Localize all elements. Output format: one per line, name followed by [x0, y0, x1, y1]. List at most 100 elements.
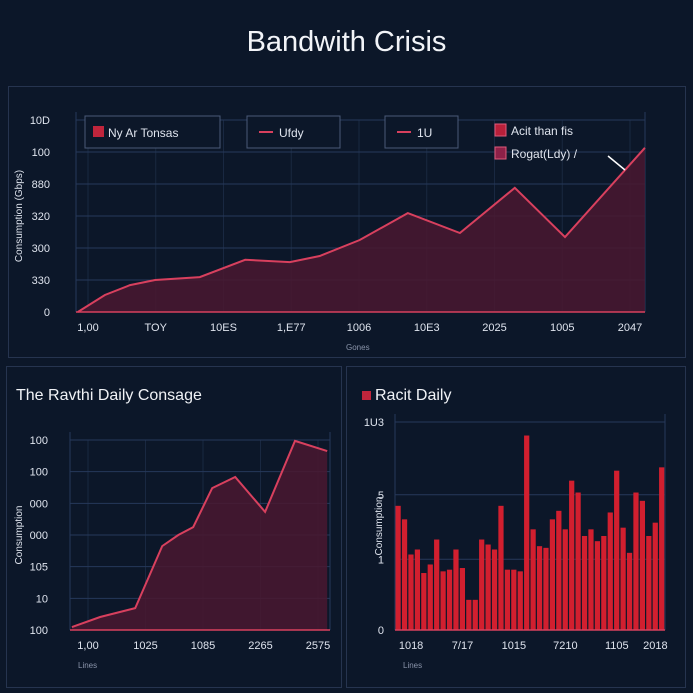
bar: [569, 480, 575, 630]
bar: [614, 470, 620, 630]
bar: [427, 564, 433, 630]
y-tick-label: 1: [378, 554, 384, 566]
x-tick-label: 2575: [306, 640, 330, 652]
x-axis-label: Lines: [78, 661, 97, 670]
legend-label: Acit than fis: [511, 124, 573, 138]
bottom-left-panel: [6, 366, 342, 688]
bar: [620, 527, 626, 630]
x-tick-label: 2265: [248, 640, 272, 652]
x-tick-label: 1025: [133, 640, 157, 652]
y-tick-label: 10: [36, 593, 48, 605]
bar: [446, 569, 453, 630]
bar: [434, 539, 440, 630]
bar: [607, 512, 613, 630]
x-axis-label: Lines: [403, 661, 422, 670]
x-tick-label: 1105: [605, 640, 629, 652]
bar: [530, 529, 536, 630]
bar: [524, 435, 530, 630]
bar: [479, 539, 485, 630]
y-tick-label: 1U3: [364, 417, 384, 429]
x-tick-label: 1006: [347, 322, 371, 334]
bar: [498, 505, 504, 630]
y-tick-label: 330: [32, 275, 50, 287]
x-tick-label: 2025: [482, 322, 506, 334]
legend-square-icon: [93, 126, 104, 137]
x-tick-label: 1,00: [77, 640, 98, 652]
x-tick-label: 1005: [550, 322, 574, 334]
x-tick-label: 1018: [399, 640, 423, 652]
y-tick-label: 100: [30, 467, 48, 479]
x-tick-label: 7/17: [452, 640, 473, 652]
bar: [588, 529, 594, 630]
bar: [517, 571, 523, 630]
chart-title: Bandwith Crisis: [246, 26, 447, 58]
bottom-left-title: The Ravthi Daily Consage: [16, 387, 202, 404]
x-tick-label: TOY: [145, 322, 168, 334]
bar: [601, 535, 607, 630]
bar: [594, 541, 601, 630]
x-tick-label: 10ES: [210, 322, 237, 334]
bottom-right-title: Racit Daily: [362, 387, 451, 405]
bar: [401, 519, 408, 630]
y-tick-label: 0: [44, 307, 50, 319]
y-tick-label: 000: [30, 530, 48, 542]
bar: [408, 554, 414, 630]
bar: [504, 569, 511, 630]
bar: [659, 467, 665, 630]
bar: [639, 500, 646, 630]
bar: [491, 549, 498, 630]
y-tick-label: 5: [378, 490, 384, 502]
y-tick-label: 100: [30, 625, 48, 637]
bar: [562, 529, 568, 630]
y-tick-label: 320: [32, 211, 50, 223]
x-tick-label: 7210: [553, 640, 577, 652]
y-tick-label: 0: [378, 625, 384, 637]
legend-label: Ufdy: [279, 126, 304, 140]
bar: [472, 599, 478, 630]
bar: [453, 549, 459, 630]
bar: [414, 549, 421, 630]
area-fill: [71, 440, 328, 630]
bottom-right-panel: [346, 366, 686, 688]
annotation-arrow-icon: [607, 155, 626, 171]
top-panel: [8, 86, 686, 358]
x-axis-label: Gones: [346, 343, 370, 352]
y-tick-label: 880: [32, 179, 50, 191]
legend-square-icon: [362, 391, 371, 400]
bar: [543, 547, 549, 630]
bar: [440, 571, 446, 630]
bar: [652, 522, 658, 630]
bar: [575, 492, 581, 630]
bar: [511, 569, 517, 630]
y-axis-label: Consumption (Gbps): [14, 170, 25, 262]
series-line: [77, 147, 646, 313]
legend-label: Rogat(Ldy) /: [511, 147, 578, 161]
x-tick-label: 1,00: [77, 322, 98, 334]
legend-square-icon: [494, 123, 507, 137]
bar: [556, 510, 562, 630]
bar: [421, 573, 427, 630]
bar: [485, 544, 491, 630]
bar: [646, 535, 652, 630]
x-tick-label: 10E3: [414, 322, 440, 334]
bar: [633, 492, 639, 630]
y-axis-label: Consumption: [374, 497, 385, 556]
x-tick-label: 2047: [618, 322, 642, 334]
bar: [581, 535, 588, 630]
legend-label: 1U: [417, 126, 432, 140]
legend-box: [84, 115, 221, 149]
y-tick-label: 100: [32, 147, 50, 159]
bar: [395, 505, 401, 630]
y-tick-label: 105: [30, 562, 48, 574]
y-axis-label: Consumption: [14, 506, 25, 565]
y-tick-label: 000: [30, 498, 48, 510]
y-tick-label: 10D: [30, 115, 50, 127]
bar: [466, 599, 472, 630]
y-tick-label: 300: [32, 243, 50, 255]
bar: [536, 546, 543, 630]
area-fill: [77, 147, 645, 312]
bar: [549, 519, 556, 630]
y-tick-label: 100: [30, 435, 48, 447]
legend-square-icon: [494, 146, 507, 160]
